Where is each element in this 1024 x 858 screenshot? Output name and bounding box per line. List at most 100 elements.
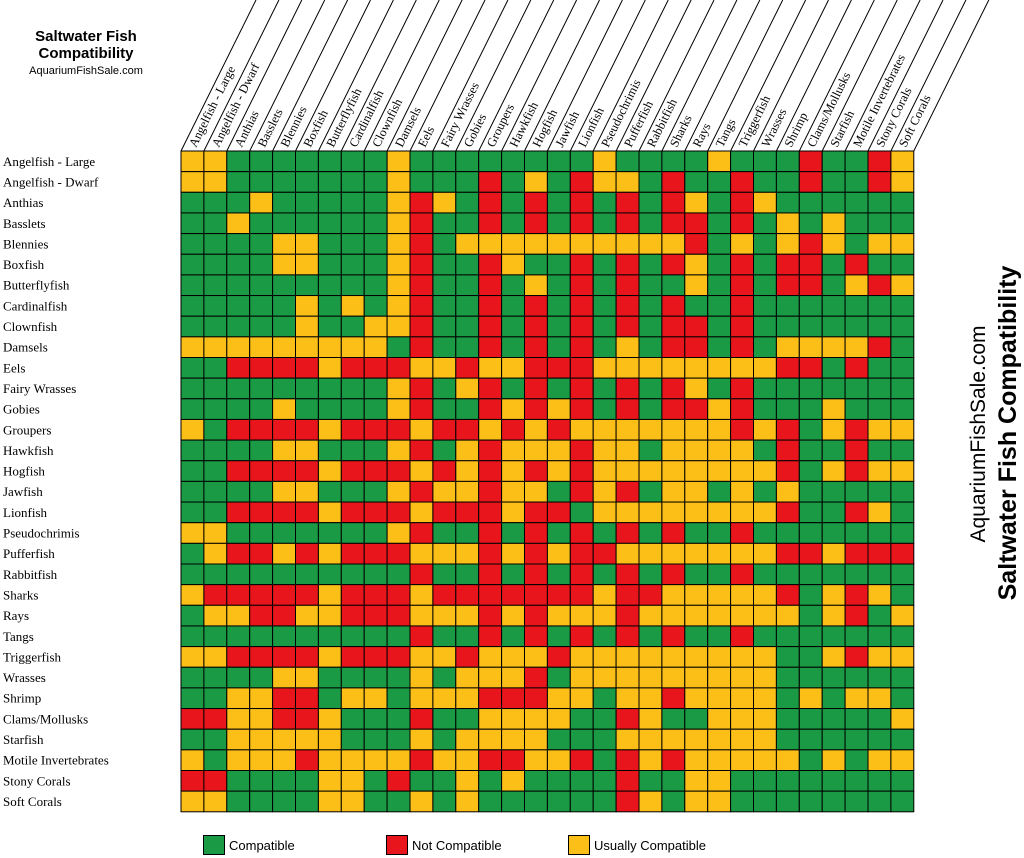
cell-fairy-wrasses-starfish bbox=[821, 377, 846, 400]
cell-starfish-pseudochrimis bbox=[592, 728, 617, 751]
cell-boxfish-damsels bbox=[386, 253, 411, 276]
cell-rays-rabbitfish bbox=[638, 604, 663, 627]
cell-boxfish-hawkfish bbox=[501, 253, 526, 276]
row-label-basslets: Basslets bbox=[3, 216, 46, 231]
cell-sharks-jawfish bbox=[546, 584, 571, 606]
cell-pufferfish-eels bbox=[409, 542, 434, 565]
cell-basslets-clownfish bbox=[363, 212, 388, 235]
cell-eels-anthias bbox=[226, 357, 251, 379]
cell-sharks-rabbitfish bbox=[638, 584, 663, 606]
cell-rays-jawfish bbox=[546, 604, 571, 627]
cell-jawfish-shrimp bbox=[775, 480, 800, 503]
cell-damsels-hawkfish bbox=[501, 336, 526, 359]
cell-pseudochrimis-anthias bbox=[226, 522, 251, 544]
header-divider bbox=[272, 0, 349, 152]
cell-angelfish-dwarf-clownfish bbox=[363, 171, 388, 193]
cell-pufferfish-lionfish bbox=[569, 542, 594, 565]
cell-lionfish-pseudochrimis bbox=[592, 501, 617, 524]
cell-angelfish-large-cardinalfish bbox=[340, 150, 365, 173]
cell-gobies-jawfish bbox=[546, 398, 571, 420]
cell-lionfish-rays bbox=[684, 501, 709, 524]
cell-blennies-basslets bbox=[249, 233, 274, 255]
site-name: AquariumFishSale.com bbox=[29, 65, 143, 77]
cell-clownfish-hogfish bbox=[524, 315, 548, 338]
cell-motile-invertebrates-pseudochrimis bbox=[592, 749, 617, 771]
cell-blennies-hawkfish bbox=[501, 233, 526, 255]
cell-eels-basslets bbox=[249, 357, 274, 379]
cell-blennies-jawfish bbox=[546, 233, 571, 255]
cell-gobies-blennies bbox=[272, 398, 297, 420]
cell-triggerfish-hawkfish bbox=[501, 646, 526, 668]
cell-soft-corals-fairy-wrasses bbox=[432, 790, 457, 813]
cell-jawfish-jawfish bbox=[546, 480, 571, 503]
cell-hawkfish-butterflyfish bbox=[317, 439, 342, 462]
cell-stony-corals-clams-mollusks bbox=[798, 770, 823, 792]
cell-angelfish-large-basslets bbox=[249, 150, 274, 173]
cell-damsels-butterflyfish bbox=[317, 336, 342, 359]
cell-cardinalfish-angelfish-dwarf bbox=[203, 295, 228, 317]
cell-starfish-rabbitfish bbox=[638, 728, 663, 751]
cell-rays-lionfish bbox=[569, 604, 594, 627]
cell-groupers-angelfish-dwarf bbox=[203, 418, 228, 441]
cell-hogfish-boxfish bbox=[295, 460, 319, 482]
cell-clams-mollusks-hawkfish bbox=[501, 708, 526, 730]
cell-hawkfish-hawkfish bbox=[501, 439, 526, 462]
cell-boxfish-clownfish bbox=[363, 253, 388, 276]
cell-stony-corals-sharks bbox=[661, 770, 686, 792]
cell-soft-corals-angelfish-dwarf bbox=[203, 790, 228, 813]
cell-basslets-basslets bbox=[249, 212, 274, 235]
cell-angelfish-large-rays bbox=[684, 150, 709, 173]
cell-pufferfish-shrimp bbox=[775, 542, 800, 565]
cell-stony-corals-groupers bbox=[478, 770, 503, 792]
cell-lionfish-hogfish bbox=[524, 501, 548, 524]
cell-groupers-fairy-wrasses bbox=[432, 418, 457, 441]
cell-eels-soft-corals bbox=[890, 357, 915, 379]
cell-clams-mollusks-tangs bbox=[707, 708, 732, 730]
cell-gobies-pufferfish bbox=[615, 398, 640, 420]
header-divider bbox=[295, 0, 371, 152]
header-divider bbox=[363, 0, 440, 152]
cell-butterflyfish-clams-mollusks bbox=[798, 274, 823, 297]
cell-groupers-angelfish-large bbox=[180, 418, 205, 441]
cell-angelfish-large-shrimp bbox=[775, 150, 800, 173]
row-label-rays: Rays bbox=[3, 608, 29, 623]
cell-damsels-gobies bbox=[455, 336, 480, 359]
cell-angelfish-dwarf-hawkfish bbox=[501, 171, 526, 193]
cell-basslets-cardinalfish bbox=[340, 212, 365, 235]
cell-lionfish-lionfish bbox=[569, 501, 594, 524]
cell-eels-angelfish-dwarf bbox=[203, 357, 228, 379]
cell-clownfish-basslets bbox=[249, 315, 274, 338]
cell-lionfish-gobies bbox=[455, 501, 480, 524]
cell-triggerfish-shrimp bbox=[775, 646, 800, 668]
cell-starfish-hawkfish bbox=[501, 728, 526, 751]
cell-pseudochrimis-clams-mollusks bbox=[798, 522, 823, 544]
cell-blennies-pseudochrimis bbox=[592, 233, 617, 255]
cell-shrimp-wrasses bbox=[753, 687, 777, 710]
cell-gobies-eels bbox=[409, 398, 434, 420]
cell-triggerfish-angelfish-large bbox=[180, 646, 205, 668]
cell-damsels-motile-invertebrates bbox=[844, 336, 869, 359]
cell-lionfish-wrasses bbox=[753, 501, 777, 524]
cell-eels-blennies bbox=[272, 357, 297, 379]
cell-eels-pufferfish bbox=[615, 357, 640, 379]
cell-butterflyfish-anthias bbox=[226, 274, 251, 297]
cell-triggerfish-cardinalfish bbox=[340, 646, 365, 668]
cell-hawkfish-rays bbox=[684, 439, 709, 462]
cell-pufferfish-jawfish bbox=[546, 542, 571, 565]
cell-anthias-angelfish-large bbox=[180, 191, 205, 214]
cell-clownfish-clams-mollusks bbox=[798, 315, 823, 338]
cell-butterflyfish-hogfish bbox=[524, 274, 548, 297]
cell-boxfish-anthias bbox=[226, 253, 251, 276]
cell-cardinalfish-butterflyfish bbox=[317, 295, 342, 317]
cell-blennies-wrasses bbox=[753, 233, 777, 255]
cell-triggerfish-wrasses bbox=[753, 646, 777, 668]
side-title-block: AquariumFishSale.com Saltwater Fish Comp… bbox=[922, 150, 1022, 720]
cell-motile-invertebrates-pufferfish bbox=[615, 749, 640, 771]
legend-swatch-not-compatible bbox=[386, 835, 408, 855]
cell-sharks-motile-invertebrates bbox=[844, 584, 869, 606]
cell-shrimp-stony-corals bbox=[867, 687, 892, 710]
cell-fairy-wrasses-hogfish bbox=[524, 377, 548, 400]
cell-motile-invertebrates-butterflyfish bbox=[317, 749, 342, 771]
cell-pufferfish-rays bbox=[684, 542, 709, 565]
side-site-name: AquariumFishSale.com bbox=[967, 325, 990, 543]
